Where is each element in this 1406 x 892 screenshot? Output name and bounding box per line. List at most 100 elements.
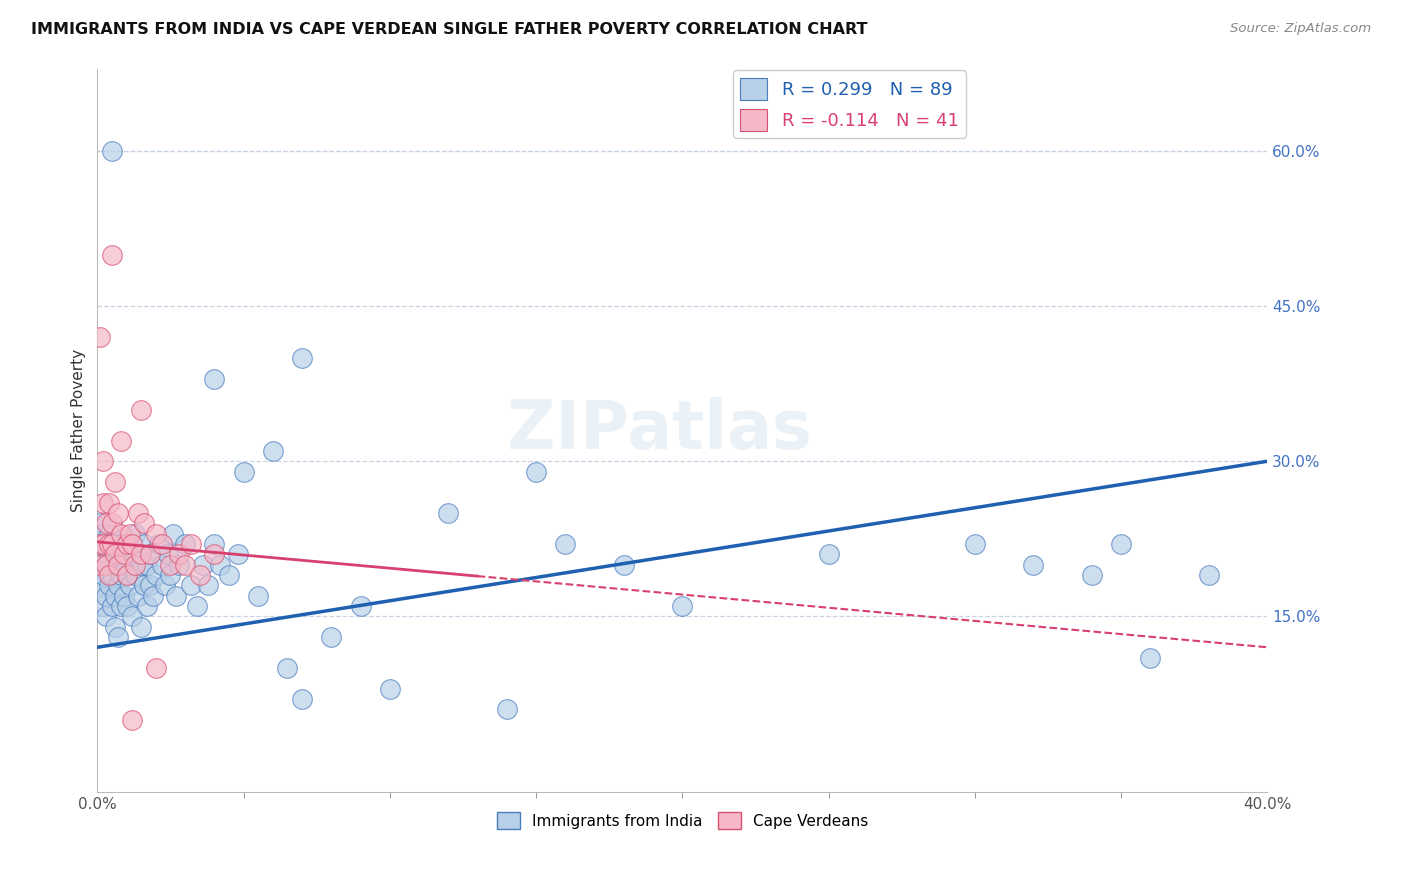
Point [136,599,159,613]
Point [115,537,138,551]
Point [91,537,114,551]
Point [262,444,284,458]
Point [129,547,152,561]
Point [291,692,314,706]
Point [167,547,190,561]
Point [134,578,156,592]
Point [202,371,225,385]
Point [159,568,181,582]
Point [554,537,576,551]
Point [94,537,117,551]
Point [104,589,127,603]
Point [89,516,111,531]
Point [89,537,111,551]
Point [232,465,254,479]
Point [112,558,135,572]
Point [115,537,138,551]
Point [202,547,225,561]
Point [524,465,547,479]
Point [101,568,124,582]
Point [110,599,132,613]
Point [121,547,143,561]
Point [291,351,314,365]
Point [104,547,127,561]
Point [98,526,121,541]
Point [150,558,173,572]
Point [202,537,225,551]
Point [91,495,114,509]
Point [124,558,146,572]
Point [139,547,162,561]
Point [134,516,156,531]
Point [209,558,232,572]
Point [94,558,117,572]
Point [124,568,146,582]
Point [129,619,152,633]
Point [101,537,124,551]
Point [1081,568,1104,582]
Point [94,589,117,603]
Point [118,526,141,541]
Point [98,547,121,561]
Point [349,599,371,613]
Point [321,630,343,644]
Point [167,558,190,572]
Point [671,599,693,613]
Y-axis label: Single Father Poverty: Single Father Poverty [72,349,86,512]
Point [89,578,111,592]
Point [101,537,124,551]
Point [139,578,162,592]
Point [145,568,167,582]
Point [174,537,197,551]
Point [188,568,211,582]
Legend: Immigrants from India, Cape Verdeans: Immigrants from India, Cape Verdeans [491,806,875,835]
Point [104,619,127,633]
Point [89,537,111,551]
Point [101,145,124,159]
Point [180,578,202,592]
Point [226,547,249,561]
Point [104,558,127,572]
Point [91,547,114,561]
Point [94,609,117,624]
Point [91,599,114,613]
Point [107,547,129,561]
Point [98,578,121,592]
Point [817,547,839,561]
Point [89,330,111,344]
Point [276,661,298,675]
Point [127,589,149,603]
Point [101,247,124,261]
Point [112,547,135,561]
Point [378,681,401,696]
Point [150,537,173,551]
Point [148,537,170,551]
Point [89,558,111,572]
Point [197,578,219,592]
Point [98,537,121,551]
Point [191,558,214,572]
Point [115,568,138,582]
Point [1139,650,1161,665]
Point [121,609,143,624]
Point [110,526,132,541]
Point [159,558,181,572]
Point [107,578,129,592]
Text: Source: ZipAtlas.com: Source: ZipAtlas.com [1230,22,1371,36]
Point [110,537,132,551]
Point [127,506,149,520]
Point [121,537,143,551]
Point [613,558,636,572]
Text: ZIPatlas: ZIPatlas [506,397,811,463]
Point [101,516,124,531]
Text: IMMIGRANTS FROM INDIA VS CAPE VERDEAN SINGLE FATHER POVERTY CORRELATION CHART: IMMIGRANTS FROM INDIA VS CAPE VERDEAN SI… [31,22,868,37]
Point [134,537,156,551]
Point [145,526,167,541]
Point [156,547,179,561]
Point [110,568,132,582]
Point [115,599,138,613]
Point [94,516,117,531]
Point [247,589,270,603]
Point [1022,558,1045,572]
Point [91,526,114,541]
